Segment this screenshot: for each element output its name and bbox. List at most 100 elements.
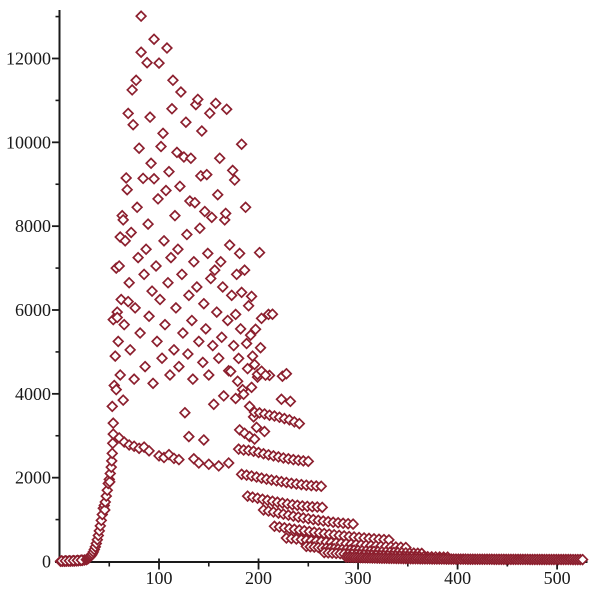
data-point xyxy=(164,251,177,264)
data-point xyxy=(154,293,167,306)
x-tick-label: 500 xyxy=(544,568,571,588)
data-point xyxy=(114,368,127,381)
data-point xyxy=(176,327,189,340)
data-point xyxy=(95,514,108,527)
data-point xyxy=(182,430,195,443)
data-point xyxy=(245,381,258,394)
data-point xyxy=(156,127,170,140)
data-point xyxy=(212,352,225,365)
data-point xyxy=(138,441,151,454)
data-point xyxy=(233,247,246,260)
y-tick-label: 2000 xyxy=(15,468,51,488)
data-point xyxy=(153,57,166,70)
data-point xyxy=(139,360,152,373)
data-point xyxy=(159,184,172,197)
data-point xyxy=(248,358,261,371)
data-point xyxy=(146,285,159,298)
data-point xyxy=(188,196,201,209)
data-point xyxy=(168,209,181,222)
data-point xyxy=(157,234,170,247)
data-point xyxy=(122,107,135,120)
data-point xyxy=(145,157,158,170)
data-point xyxy=(111,311,124,324)
data-point xyxy=(162,165,175,178)
data-point xyxy=(170,146,183,159)
data-point xyxy=(213,152,226,165)
data-point xyxy=(259,369,272,382)
data-point xyxy=(206,339,219,352)
data-point xyxy=(200,168,213,181)
data-point xyxy=(232,352,245,365)
data-point xyxy=(246,350,259,363)
data-point xyxy=(229,308,242,321)
data-point xyxy=(142,218,155,231)
data-point xyxy=(151,335,164,348)
x-tick-label: 100 xyxy=(146,568,173,588)
data-point xyxy=(235,286,248,299)
data-point xyxy=(210,306,223,319)
data-point xyxy=(105,454,118,467)
data-point xyxy=(122,295,135,308)
data-point xyxy=(172,453,185,466)
data-point xyxy=(205,211,218,224)
data-point xyxy=(240,337,253,350)
data-point xyxy=(152,192,165,205)
data-point xyxy=(225,289,238,302)
data-point xyxy=(202,368,215,381)
data-point xyxy=(198,205,211,218)
data-point xyxy=(140,243,153,256)
data-point xyxy=(131,201,144,214)
data-point xyxy=(112,335,125,348)
data-point xyxy=(239,201,252,214)
data-point xyxy=(243,400,256,413)
data-point xyxy=(128,373,141,386)
data-point xyxy=(130,74,143,87)
data-point xyxy=(123,276,136,289)
data-point xyxy=(196,356,209,369)
data-point xyxy=(576,553,589,566)
x-tick-label: 200 xyxy=(245,568,272,588)
data-point xyxy=(233,423,246,436)
data-point xyxy=(238,264,251,277)
y-tick-label: 12000 xyxy=(6,48,51,68)
data-point xyxy=(109,350,122,363)
data-point xyxy=(113,259,126,272)
data-point xyxy=(195,125,208,138)
data-point xyxy=(223,239,236,252)
data-point xyxy=(218,213,231,226)
data-point xyxy=(230,268,243,281)
x-tick-label: 300 xyxy=(345,568,372,588)
x-tick-label: 400 xyxy=(444,568,471,588)
data-point xyxy=(229,392,242,405)
data-point xyxy=(138,268,151,281)
data-point xyxy=(169,301,182,314)
data-point xyxy=(107,417,120,430)
data-point xyxy=(137,172,150,185)
data-point xyxy=(177,150,190,164)
data-point xyxy=(160,42,173,55)
axis-labels: 100 200 300 400 500 0 2000 4000 6000 8000 10000 120… xyxy=(6,48,571,588)
data-point xyxy=(110,383,123,396)
data-point xyxy=(186,373,199,386)
data-point xyxy=(101,484,114,497)
data-point xyxy=(255,312,268,325)
data-point xyxy=(185,314,198,327)
data-point xyxy=(148,172,161,185)
data-point xyxy=(155,140,168,153)
data-point xyxy=(143,444,156,457)
data-point xyxy=(234,322,247,335)
data-point xyxy=(244,329,257,342)
data-point xyxy=(215,331,228,344)
data-point xyxy=(203,107,216,120)
data-point xyxy=(204,272,217,285)
data-point xyxy=(106,400,119,413)
data-point xyxy=(171,243,184,256)
data-point xyxy=(241,362,254,375)
data-point xyxy=(245,290,258,303)
y-tick-label: 6000 xyxy=(15,300,51,320)
data-point xyxy=(127,118,140,131)
data-point xyxy=(266,308,279,321)
data-point xyxy=(158,318,171,331)
data-point xyxy=(347,518,360,531)
